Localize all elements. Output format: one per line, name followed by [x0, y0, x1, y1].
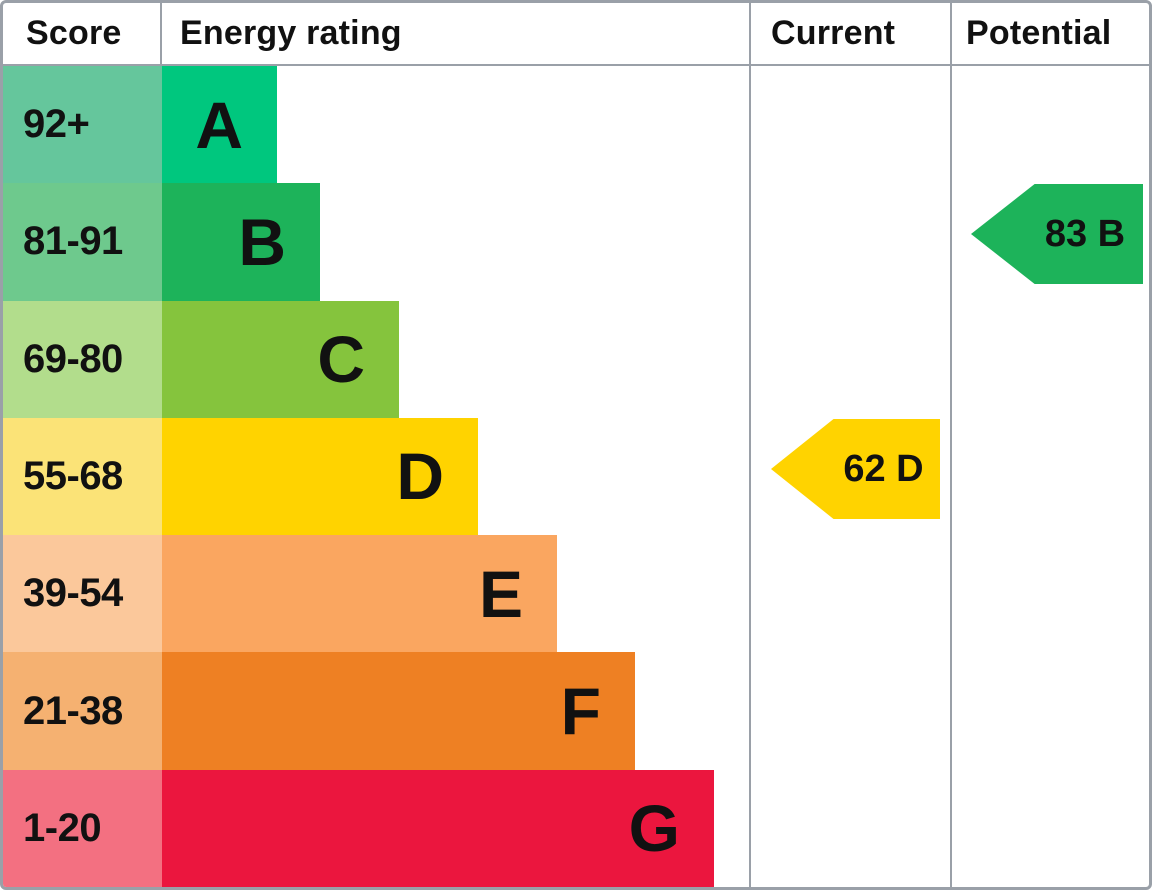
band-bar-e: E — [162, 535, 557, 653]
band-bar-b: B — [162, 183, 320, 301]
energy-rating-column-header: Energy rating — [180, 14, 402, 52]
score-range-a: 92+ — [3, 66, 162, 184]
potential-column-divider — [950, 3, 952, 887]
band-letter-a: A — [195, 87, 243, 162]
band-row-c: 69-80 C — [3, 300, 1149, 418]
current-column-header: Current — [771, 14, 896, 52]
score-range-e: 39-54 — [3, 535, 162, 653]
band-bar-a: A — [162, 66, 277, 184]
band-letter-d: D — [396, 439, 444, 514]
score-range-b: 81-91 — [3, 183, 162, 301]
band-letter-f: F — [560, 674, 601, 749]
band-letter-g: G — [628, 791, 680, 866]
band-bar-g: G — [162, 769, 714, 887]
score-range-c: 69-80 — [3, 300, 162, 418]
band-row-a: 92+ A — [3, 66, 1149, 184]
band-row-d: 55-68 D — [3, 417, 1149, 536]
score-range-g: 1-20 — [3, 769, 162, 887]
band-row-g: 1-20 G — [3, 769, 1149, 887]
chart-header: Score Energy rating Current Potential — [3, 3, 1149, 66]
score-range-d: 55-68 — [3, 417, 162, 536]
band-bar-c: C — [162, 300, 399, 418]
band-bar-f: F — [162, 652, 635, 770]
band-row-b: 81-91 B — [3, 183, 1149, 301]
score-column-header: Score — [3, 3, 162, 64]
potential-rating-label: 83 B — [1044, 212, 1126, 255]
current-rating-label: 62 D — [843, 447, 924, 490]
band-letter-c: C — [317, 322, 365, 397]
band-letter-b: B — [238, 204, 286, 279]
band-rows: 92+ A 81-91 B 69-80 C 55-68 D 39-54 E 21-38 F 1-20 G — [3, 66, 1149, 887]
band-row-e: 39-54 E — [3, 535, 1149, 653]
current-column-divider — [749, 3, 751, 887]
band-letter-e: E — [478, 556, 523, 631]
score-range-f: 21-38 — [3, 652, 162, 770]
band-row-f: 21-38 F — [3, 652, 1149, 770]
potential-column-header: Potential — [966, 14, 1112, 52]
band-bar-d: D — [162, 417, 478, 536]
